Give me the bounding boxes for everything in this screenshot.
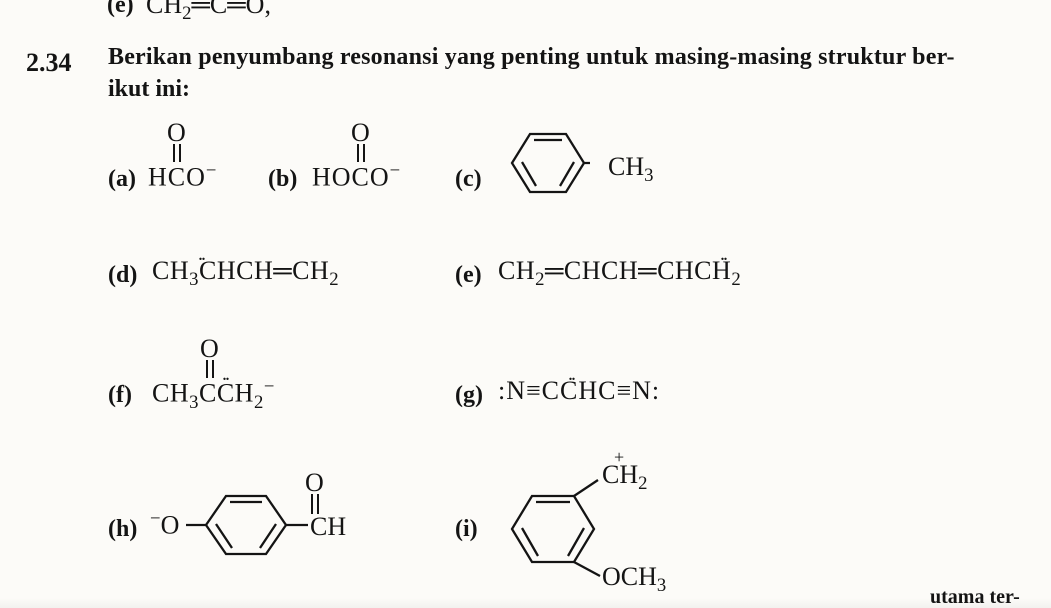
item-a-formula: HCO− (148, 160, 217, 193)
prev-problem-item-formula: CH2═C═O, (146, 0, 271, 25)
item-f-label: (f) (108, 382, 132, 409)
item-e-label: (e) (455, 262, 482, 289)
item-e-carbanion-marker: .. (720, 243, 726, 266)
item-h-benzene-ring (184, 486, 324, 564)
item-f-lonepair-marker: .. (222, 363, 228, 386)
item-b-double-bond (354, 144, 370, 162)
item-i-top-group: CH2 (602, 460, 647, 495)
item-a-double-bond (170, 144, 186, 162)
item-g-formula: :N≡CCHC≡N: (498, 376, 660, 406)
problem-text-line1: Berikan penyumbang resonansi yang pentin… (108, 44, 955, 71)
problem-text-line2: ikut ini: (108, 76, 190, 103)
item-h-label: (h) (108, 516, 137, 543)
item-e-formula: CH2═CHCH═CHCH2 (498, 256, 741, 291)
item-c-benzene-ring (494, 126, 590, 200)
item-h-left-group: −O (150, 508, 179, 541)
item-a-label: (a) (108, 166, 136, 193)
item-g-carbanion-marker: .. (568, 363, 574, 386)
item-b-label: (b) (268, 166, 297, 193)
item-d-label: (d) (108, 262, 137, 289)
item-b-formula: HOCO− (312, 160, 401, 193)
item-c-label: (c) (455, 166, 482, 193)
item-h-right-double-bond (308, 494, 324, 514)
item-f-double-bond (203, 360, 219, 378)
item-d-formula: CH3CHCH═CH2 (152, 256, 339, 291)
problem-number: 2.34 (26, 48, 72, 78)
next-paragraph-fragment: utama ter- (930, 586, 1020, 608)
item-f-formula: CH3CCH2− (152, 376, 275, 414)
item-i-label: (i) (455, 516, 478, 543)
item-i-bottom-group: OCH3 (602, 562, 666, 597)
prev-problem-item-label: (e) (107, 0, 134, 19)
item-c-substituent: CH3 (608, 152, 653, 187)
item-h-right-group: CH (310, 512, 346, 542)
page: (e) CH2═C═O, 2.34 Berikan penyumbang res… (0, 0, 1051, 608)
item-d-carbanion-marker: .. (198, 243, 204, 266)
item-i-top-plus: + (614, 447, 624, 468)
item-g-label: (g) (455, 382, 483, 409)
